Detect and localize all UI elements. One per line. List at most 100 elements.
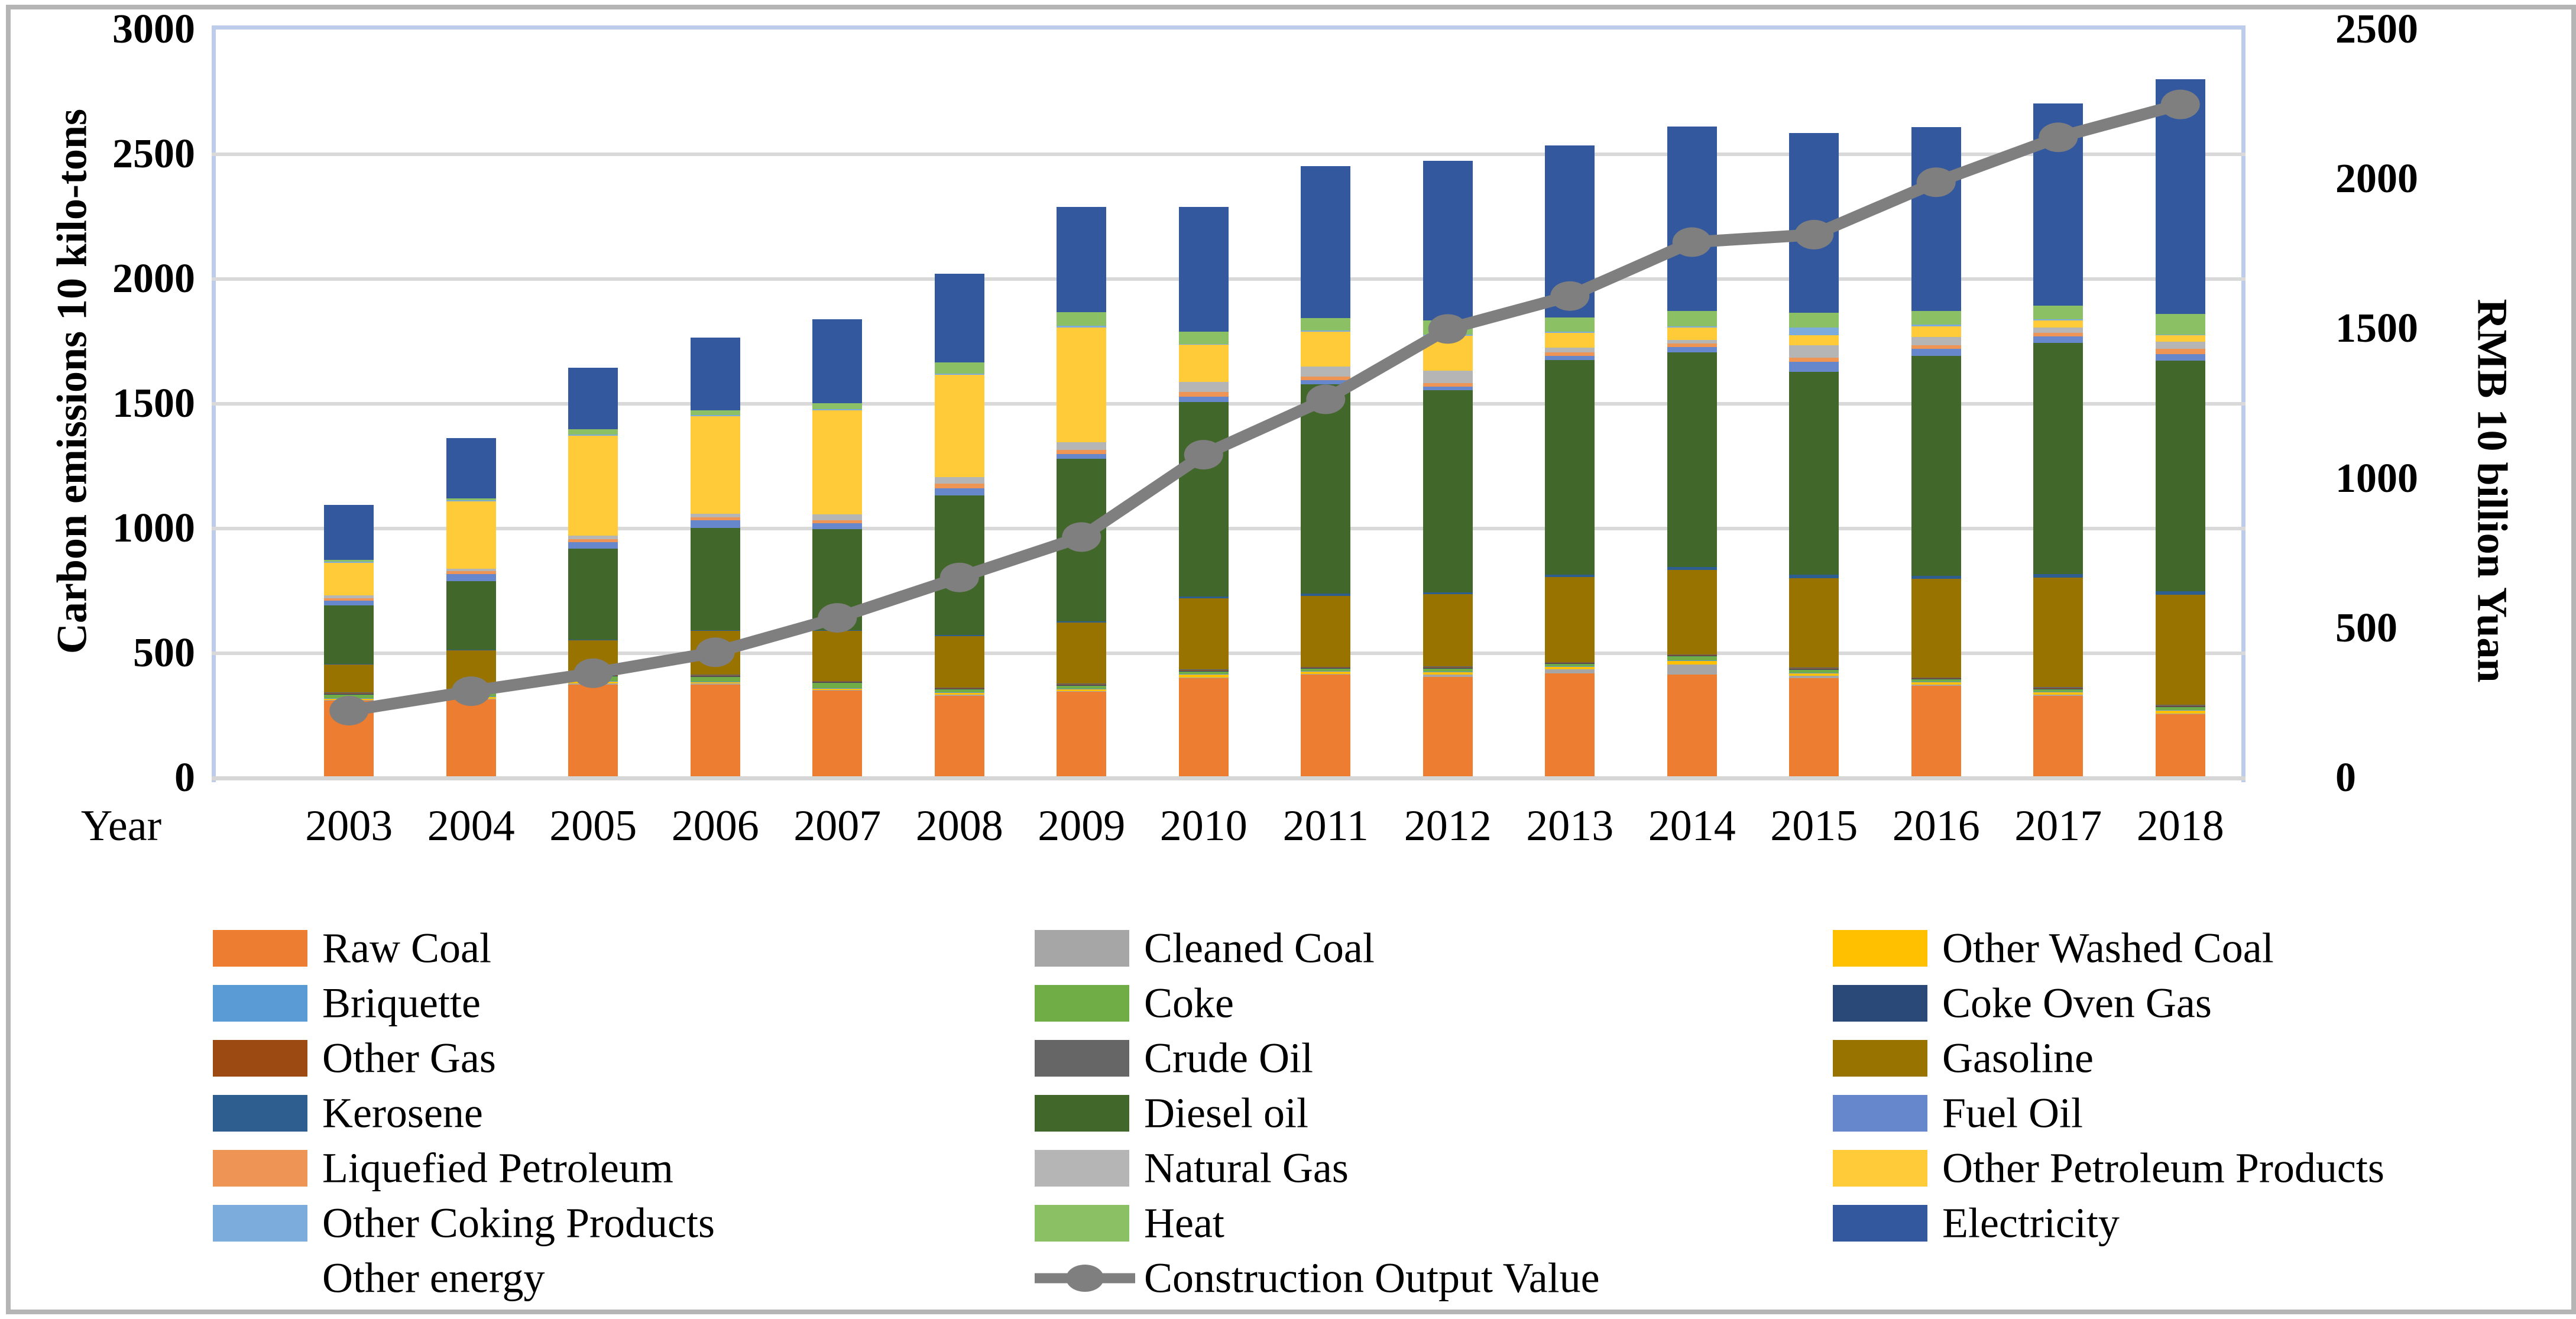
bar-segment-natural-gas — [1301, 367, 1351, 377]
trend-marker — [1184, 440, 1223, 470]
bar-segment-cleaned-coal — [1911, 685, 1961, 686]
x-tick-label: 2018 — [2136, 802, 2224, 850]
trend-line — [348, 98, 2182, 717]
bar-segment-cleaned-coal — [1301, 673, 1351, 675]
bar-segment-cleaned-coal — [690, 683, 740, 685]
bar-segment-other-coking-products — [446, 500, 496, 501]
bar-segment-electricity — [934, 273, 984, 362]
bar-segment-other-washed-coal — [1178, 674, 1229, 678]
bar-segment-coke — [1057, 685, 1107, 689]
bar-segment-crude-oil — [324, 692, 374, 693]
bar-segment-raw-coal — [1545, 673, 1595, 778]
bar-segment-coke-oven-gas — [812, 682, 863, 683]
bar-segment-heat — [568, 429, 618, 435]
x-tick-label: 2006 — [671, 802, 759, 850]
legend-swatch-other-gas — [213, 1040, 307, 1077]
bar-segment-coke-oven-gas — [1545, 663, 1595, 665]
trend-marker — [2039, 122, 2078, 153]
bar-segment-other-coking-products — [1057, 325, 1107, 328]
bar-segment-gasoline — [934, 636, 984, 688]
bar-segment-briquette — [934, 692, 984, 693]
bar-segment-kerosene — [1057, 621, 1107, 623]
bar-segment-electricity — [690, 338, 740, 410]
bar-segment-other-petroleum-products — [1301, 332, 1351, 367]
bar-segment-briquette — [1301, 671, 1351, 672]
bar-segment-heat — [1789, 312, 1839, 328]
bar-segment-fuel-oil — [1789, 361, 1839, 372]
bar-segment-other-coking-products — [690, 414, 740, 417]
bar-segment-briquette — [812, 688, 863, 689]
legend-swatch-other-coking-products — [213, 1205, 307, 1242]
bar-segment-liquefied-petroleum — [1667, 343, 1717, 348]
bar-segment-natural-gas — [812, 514, 863, 520]
bar-segment-diesel-oil — [1423, 390, 1473, 592]
bar-segment-electricity — [1423, 161, 1473, 321]
x-tick-label: 2014 — [1648, 802, 1736, 850]
bar-segment-heat — [1057, 312, 1107, 326]
bar-segment-fuel-oil — [324, 601, 374, 606]
bar-segment-gasoline — [2033, 577, 2084, 688]
gridline — [212, 153, 2246, 156]
bar-segment-cleaned-coal — [1545, 669, 1595, 673]
bar-segment-electricity — [1057, 207, 1107, 312]
bar-segment-other-coking-products — [1301, 330, 1351, 332]
bar-segment-liquefied-petroleum — [1545, 352, 1595, 357]
y-left-tick-label: 2500 — [112, 131, 195, 177]
bar-segment-cleaned-coal — [1667, 664, 1717, 675]
y-left-tick-label: 500 — [133, 630, 195, 676]
bar-segment-other-gas — [1423, 667, 1473, 668]
bar-segment-heat — [1178, 331, 1229, 344]
bar-segment-liquefied-petroleum — [1301, 377, 1351, 381]
bar-segment-coke-oven-gas — [1057, 685, 1107, 686]
bar-segment-other-petroleum-products — [934, 374, 984, 477]
bar-segment-kerosene — [2155, 591, 2205, 595]
bar-segment-heat — [1301, 318, 1351, 331]
bar-segment-diesel-oil — [2033, 343, 2084, 574]
legend-swatch-coke — [1035, 985, 1129, 1022]
legend-swatch-electricity — [1833, 1205, 1927, 1242]
bar-segment-other-gas — [2033, 688, 2084, 689]
bar-segment-kerosene — [690, 630, 740, 631]
bar-segment-diesel-oil — [690, 527, 740, 630]
bar-segment-other-washed-coal — [1545, 667, 1595, 670]
bar-segment-other-gas — [324, 693, 374, 694]
x-axis-label: Year — [80, 802, 162, 850]
bar-segment-diesel-oil — [446, 581, 496, 650]
bar-segment-diesel-oil — [1911, 356, 1961, 576]
legend-label-other-petroleum-products: Other Petroleum Products — [1942, 1144, 2384, 1192]
bar-segment-fuel-oil — [1667, 347, 1717, 353]
bar-segment-other-petroleum-products — [690, 416, 740, 514]
legend-label-other-coking-products: Other Coking Products — [322, 1199, 715, 1247]
x-tick-label: 2013 — [1526, 802, 1614, 850]
bar-segment-other-coking-products — [568, 434, 618, 436]
bar-segment-fuel-oil — [812, 523, 863, 529]
legend-swatch-fuel-oil — [1833, 1095, 1927, 1132]
bar-segment-coke — [1667, 656, 1717, 661]
bar-segment-natural-gas — [1178, 381, 1229, 392]
legend-swatch-natural-gas — [1035, 1150, 1129, 1187]
trend-marker — [695, 637, 735, 667]
bar-segment-other-gas — [2155, 705, 2205, 707]
bar-segment-other-washed-coal — [2033, 692, 2084, 695]
bar-segment-crude-oil — [1178, 669, 1229, 670]
y-left-tick-label: 3000 — [112, 7, 195, 52]
bar-segment-other-coking-products — [934, 373, 984, 375]
trend-marker — [329, 696, 369, 726]
legend-label-construction-output-value: Construction Output Value — [1144, 1254, 1600, 1302]
bar-segment-liquefied-petroleum — [446, 571, 496, 574]
bar-segment-coke-oven-gas — [1301, 667, 1351, 669]
bar-segment-kerosene — [1423, 592, 1473, 594]
bar-segment-electricity — [568, 367, 618, 430]
bar-segment-crude-oil — [1667, 654, 1717, 656]
bar-segment-liquefied-petroleum — [2155, 349, 2205, 355]
bar-segment-cleaned-coal — [2033, 695, 2084, 696]
bar-segment-liquefied-petroleum — [1057, 450, 1107, 454]
bar-segment-other-washed-coal — [1789, 673, 1839, 676]
trend-marker — [818, 603, 857, 633]
bar-segment-raw-coal — [1178, 678, 1229, 778]
bar-segment-electricity — [1301, 166, 1351, 319]
bar-segment-diesel-oil — [324, 605, 374, 664]
bar-segment-fuel-oil — [1301, 380, 1351, 384]
bar-segment-other-petroleum-products — [1545, 332, 1595, 348]
